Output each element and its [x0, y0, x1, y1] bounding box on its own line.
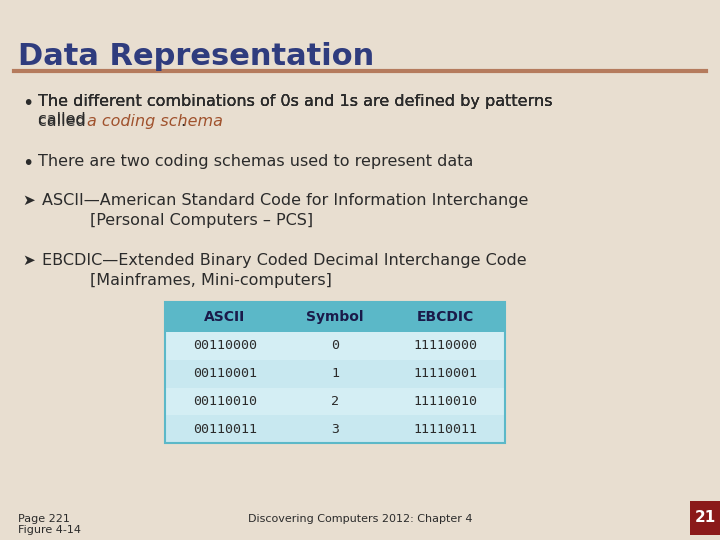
Text: 0: 0	[331, 340, 339, 353]
Text: 11110000: 11110000	[413, 340, 477, 353]
Text: 00110010: 00110010	[193, 395, 257, 408]
Text: 3: 3	[331, 423, 339, 436]
Text: EBCDIC: EBCDIC	[416, 310, 474, 324]
Text: Data Representation: Data Representation	[18, 42, 374, 71]
Text: .: .	[180, 114, 185, 129]
Text: called: called	[38, 114, 91, 129]
Text: ➤: ➤	[22, 193, 35, 208]
FancyBboxPatch shape	[165, 332, 505, 360]
Text: 11110001: 11110001	[413, 367, 477, 380]
Text: 11110011: 11110011	[413, 423, 477, 436]
Text: ➤: ➤	[22, 253, 35, 268]
Text: Page 221
Figure 4-14: Page 221 Figure 4-14	[18, 514, 81, 535]
Text: The different combinations of 0s and 1s are defined by patterns: The different combinations of 0s and 1s …	[38, 94, 552, 109]
FancyBboxPatch shape	[165, 388, 505, 415]
Text: [Personal Computers – PCS]: [Personal Computers – PCS]	[90, 213, 313, 228]
FancyBboxPatch shape	[165, 415, 505, 443]
Text: 11110010: 11110010	[413, 395, 477, 408]
Text: 2: 2	[331, 395, 339, 408]
Text: a coding schema: a coding schema	[87, 114, 223, 129]
Text: 1: 1	[331, 367, 339, 380]
FancyBboxPatch shape	[165, 360, 505, 388]
Text: [Mainframes, Mini-computers]: [Mainframes, Mini-computers]	[90, 273, 332, 288]
FancyBboxPatch shape	[690, 501, 720, 535]
Text: The different combinations of 0s and 1s are defined by patterns
called: The different combinations of 0s and 1s …	[38, 94, 552, 126]
FancyBboxPatch shape	[165, 302, 505, 332]
Text: ASCII—American Standard Code for Information Interchange: ASCII—American Standard Code for Informa…	[42, 193, 528, 208]
Text: •: •	[22, 94, 33, 113]
Text: 00110011: 00110011	[193, 423, 257, 436]
Text: 21: 21	[694, 510, 716, 525]
Text: Symbol: Symbol	[306, 310, 364, 324]
Text: 00110000: 00110000	[193, 340, 257, 353]
Text: Discovering Computers 2012: Chapter 4: Discovering Computers 2012: Chapter 4	[248, 514, 472, 523]
Text: ASCII: ASCII	[204, 310, 246, 324]
Text: •: •	[22, 154, 33, 173]
Text: The different combinations of 0s and 1s are defined by patterns: The different combinations of 0s and 1s …	[38, 94, 552, 109]
Text: EBCDIC—Extended Binary Coded Decimal Interchange Code: EBCDIC—Extended Binary Coded Decimal Int…	[42, 253, 526, 268]
Text: There are two coding schemas used to represent data: There are two coding schemas used to rep…	[38, 154, 473, 168]
Text: 00110001: 00110001	[193, 367, 257, 380]
